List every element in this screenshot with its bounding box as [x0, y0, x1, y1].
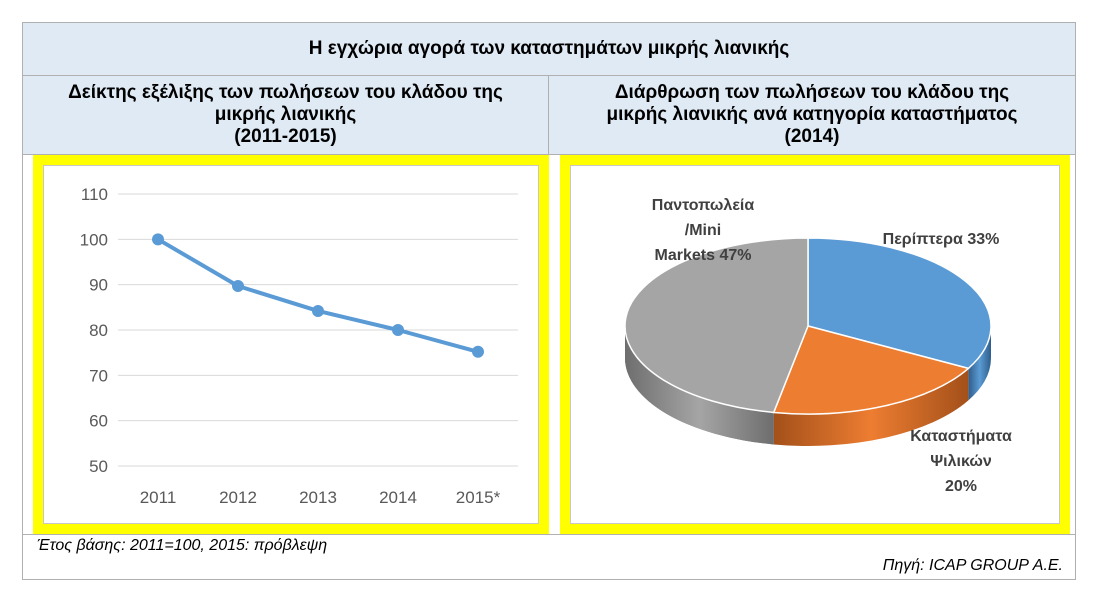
pie-chart-panel: Περίπτερα 33% Καταστήματα Ψιλικών 20% Παντοπ… [560, 155, 1070, 534]
y-tick-label: 100 [80, 230, 108, 249]
data-point [312, 304, 324, 317]
series-line [156, 237, 479, 354]
pie-slice [807, 237, 992, 370]
main-title: Η εγχώρια αγορά των καταστημάτων μικρής … [23, 23, 1075, 76]
pie-slice-label: Περίπτερα 33% [883, 231, 1000, 248]
right-heading-line-2: μικρής λιανικής ανά κατηγορία καταστήματ… [606, 104, 1018, 125]
y-tick-label: 90 [89, 276, 108, 295]
pie-slice-side [625, 326, 774, 445]
pie-chart-area: Περίπτερα 33% Καταστήματα Ψιλικών 20% Παντοπ… [570, 165, 1060, 524]
pie-slice-side [773, 368, 969, 446]
x-tick-label: 2011 [140, 488, 177, 507]
line-chart-panel: 110 100 90 80 70 60 50 2011 2012 2013 2014 2015* [33, 155, 549, 534]
left-heading-line-1: Δείκτης εξέλιξης των πωλήσεων του κλάδου… [68, 82, 503, 103]
data-point [152, 233, 164, 246]
pie-slice-label: Markets 47% [655, 247, 752, 264]
data-point [232, 280, 244, 293]
pie-slice-label: /Mini [685, 222, 721, 239]
pie-slice-label: 20% [945, 478, 977, 495]
right-panel-heading: Διάρθρωση των πωλήσεων του κλάδου της μι… [549, 76, 1075, 155]
pie-chart: Περίπτερα 33% Καταστήματα Ψιλικών 20% Παντοπ… [624, 197, 1012, 495]
pie-slice-label: Παντοπωλεία [652, 197, 755, 214]
y-tick-label: 70 [89, 366, 108, 385]
pie-slice [624, 237, 809, 414]
footer-divider [23, 534, 1075, 535]
left-heading-line-2: μικρής λιανικής [214, 104, 357, 125]
x-tick-label: 2012 [219, 488, 257, 507]
infographic-frame: Η εγχώρια αγορά των καταστημάτων μικρής … [22, 22, 1076, 580]
data-point [472, 345, 484, 358]
pie-slice-label: Ψιλικών [930, 453, 992, 470]
x-tick-label: 2015* [456, 488, 501, 507]
pie-slice [772, 325, 970, 415]
right-heading-line-1: Διάρθρωση των πωλήσεων του κλάδου της [614, 82, 1010, 103]
right-heading-line-3: (2014) [784, 126, 840, 147]
base-year-note: Έτος βάσης: 2011=100, 2015: πρόβλεψη [37, 537, 328, 554]
left-heading-line-3: (2011-2015) [234, 126, 337, 147]
x-tick-label: 2014 [379, 488, 417, 507]
y-tick-label: 50 [89, 457, 108, 476]
left-panel-heading: Δείκτης εξέλιξης των πωλήσεων του κλάδου… [23, 76, 549, 155]
x-tick-label: 2013 [299, 488, 337, 507]
pie-slice-label: Καταστήματα [910, 428, 1012, 445]
pie-slice-side [968, 326, 991, 401]
data-point [392, 324, 404, 336]
line-chart-area: 110 100 90 80 70 60 50 2011 2012 2013 2014 2015* [43, 165, 539, 524]
y-tick-label: 80 [89, 321, 108, 340]
line-chart: 110 100 90 80 70 60 50 2011 2012 2013 2014 2015* [80, 185, 518, 507]
source-note: Πηγή: ICAP GROUP Α.Ε. [882, 557, 1063, 574]
y-tick-label: 110 [81, 185, 108, 204]
y-tick-label: 60 [89, 412, 108, 431]
